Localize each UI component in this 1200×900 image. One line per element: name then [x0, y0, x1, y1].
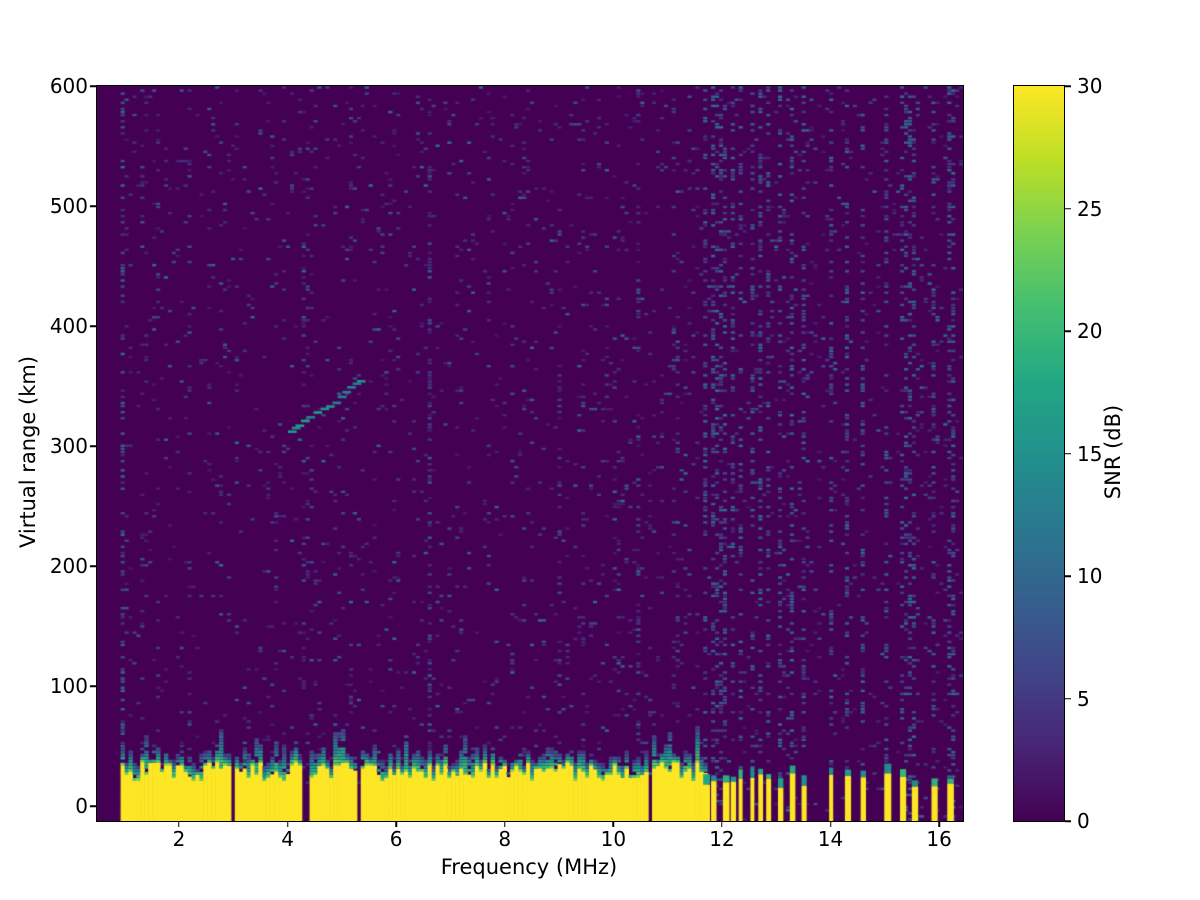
- x-tick-mark: [286, 822, 289, 827]
- colorbar-tick-mark: [1065, 330, 1071, 332]
- colorbar: [1013, 85, 1065, 822]
- colorbar-tick-label: 0: [1077, 809, 1090, 833]
- x-tick-label: 10: [600, 827, 627, 851]
- y-tick-label: 300: [49, 434, 88, 458]
- colorbar-label: SNR (dB): [1101, 404, 1125, 500]
- colorbar-tick-label: 10: [1077, 564, 1103, 588]
- x-tick-label: 8: [498, 827, 512, 851]
- ionogram-heatmap: [96, 85, 964, 822]
- y-tick-label: 600: [49, 74, 88, 98]
- x-tick-label: 4: [281, 827, 294, 851]
- y-tick-label: 100: [49, 674, 88, 698]
- y-tick-mark: [90, 325, 96, 327]
- x-tick-mark: [829, 822, 832, 827]
- colorbar-tick-label: 15: [1077, 441, 1103, 466]
- colorbar-tick-label: 5: [1077, 686, 1090, 711]
- colorbar-tick-mark: [1065, 697, 1071, 700]
- x-tick-label: 16: [926, 827, 952, 851]
- colorbar-tick-label: 25: [1077, 196, 1103, 221]
- x-tick-label: 12: [709, 827, 735, 851]
- x-tick-mark: [395, 822, 397, 827]
- x-tick-label: 6: [389, 827, 403, 851]
- y-tick-mark: [90, 85, 96, 87]
- colorbar-tick-mark: [1065, 575, 1071, 577]
- x-tick-mark: [612, 822, 615, 827]
- y-tick-label: 500: [49, 194, 88, 218]
- y-tick-mark: [90, 205, 96, 207]
- y-tick-label: 400: [49, 314, 88, 338]
- colorbar-tick-label: 20: [1077, 319, 1103, 343]
- y-tick-mark: [90, 565, 96, 567]
- colorbar-tick-mark: [1065, 85, 1071, 87]
- x-tick-label: 2: [172, 827, 186, 851]
- y-tick-mark: [90, 805, 96, 807]
- y-tick-mark: [90, 445, 96, 447]
- y-tick-label: 200: [49, 554, 88, 578]
- colorbar-tick-label: 30: [1077, 74, 1103, 98]
- x-tick-mark: [504, 822, 506, 827]
- colorbar-tick-mark: [1065, 820, 1071, 822]
- x-tick-label: 14: [817, 827, 844, 851]
- colorbar-tick-mark: [1065, 452, 1071, 455]
- colorbar-tick-mark: [1065, 207, 1071, 210]
- x-tick-mark: [938, 822, 940, 827]
- y-tick-label: 0: [75, 794, 88, 818]
- x-axis-label: Frequency (MHz): [440, 855, 618, 879]
- y-tick-mark: [90, 685, 96, 687]
- x-tick-mark: [721, 822, 723, 827]
- x-tick-mark: [178, 822, 180, 827]
